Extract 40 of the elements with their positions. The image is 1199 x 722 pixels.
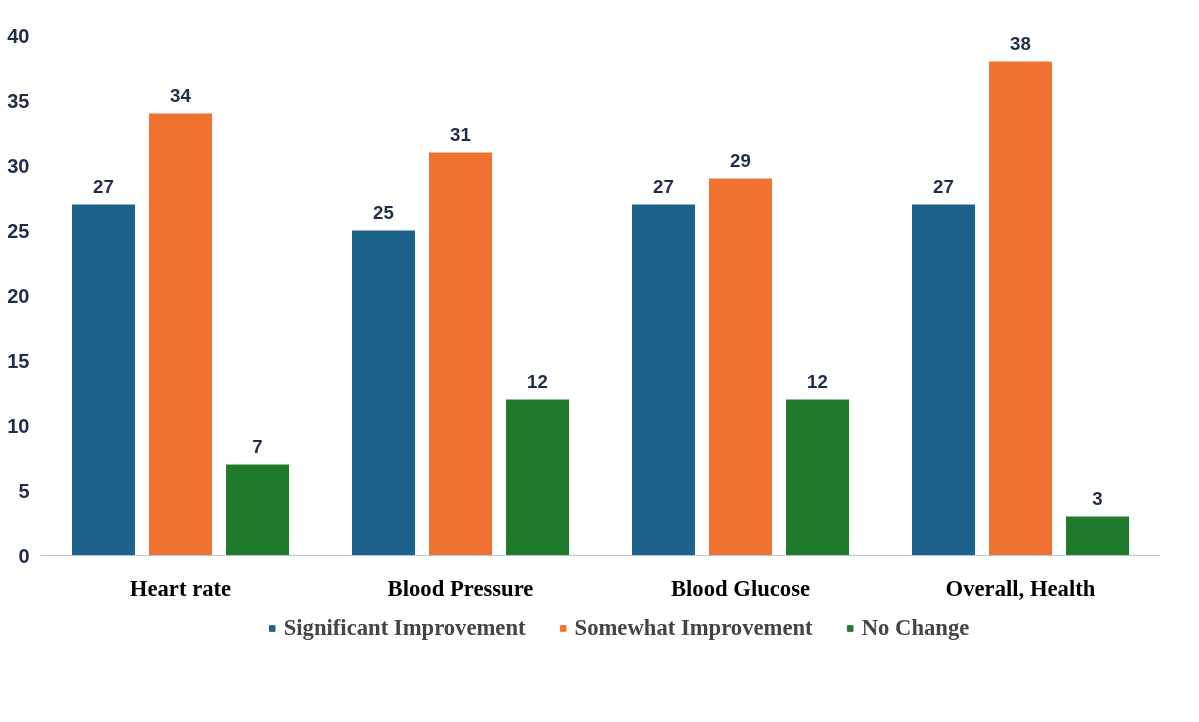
bar (632, 204, 695, 556)
bar (786, 399, 849, 556)
data-label: 38 (1010, 32, 1031, 54)
bar (709, 178, 772, 556)
data-label: 12 (807, 370, 828, 392)
data-label: 3 (1092, 487, 1103, 509)
y-tick-label: 25 (7, 219, 30, 242)
y-tick-label: 5 (18, 479, 30, 502)
data-label: 27 (933, 175, 954, 197)
legend-label: Significant Improvement (283, 615, 526, 641)
data-label: 29 (730, 149, 751, 171)
bar (429, 152, 492, 556)
bar (149, 113, 212, 556)
x-tick-label: Overall, Health (945, 575, 1096, 601)
data-label: 12 (527, 370, 548, 392)
bar (352, 230, 415, 556)
data-label: 25 (373, 201, 394, 223)
bar (72, 204, 135, 556)
y-tick-label: 10 (7, 414, 30, 437)
bar (226, 464, 289, 556)
bar (989, 61, 1052, 556)
bar (912, 204, 975, 556)
legend-label: Somewhat Improvement (574, 615, 813, 641)
y-tick-label: 35 (7, 89, 30, 112)
data-label: 27 (653, 175, 674, 197)
data-label: 7 (252, 435, 263, 457)
x-tick-label: Blood Pressure (387, 575, 534, 601)
y-tick-label: 0 (18, 544, 30, 567)
bar (1066, 516, 1129, 556)
y-tick-label: 20 (7, 284, 30, 307)
y-tick-label: 40 (7, 24, 30, 47)
data-label: 31 (450, 123, 471, 145)
bar (506, 399, 569, 556)
y-tick-label: 30 (7, 154, 30, 177)
legend-label: No Change (861, 615, 970, 641)
data-label: 34 (170, 84, 192, 106)
y-tick-label: 15 (7, 349, 30, 372)
x-tick-label: Blood Glucose (670, 575, 811, 601)
data-label: 27 (93, 175, 114, 197)
x-tick-label: Heart rate (129, 575, 232, 601)
